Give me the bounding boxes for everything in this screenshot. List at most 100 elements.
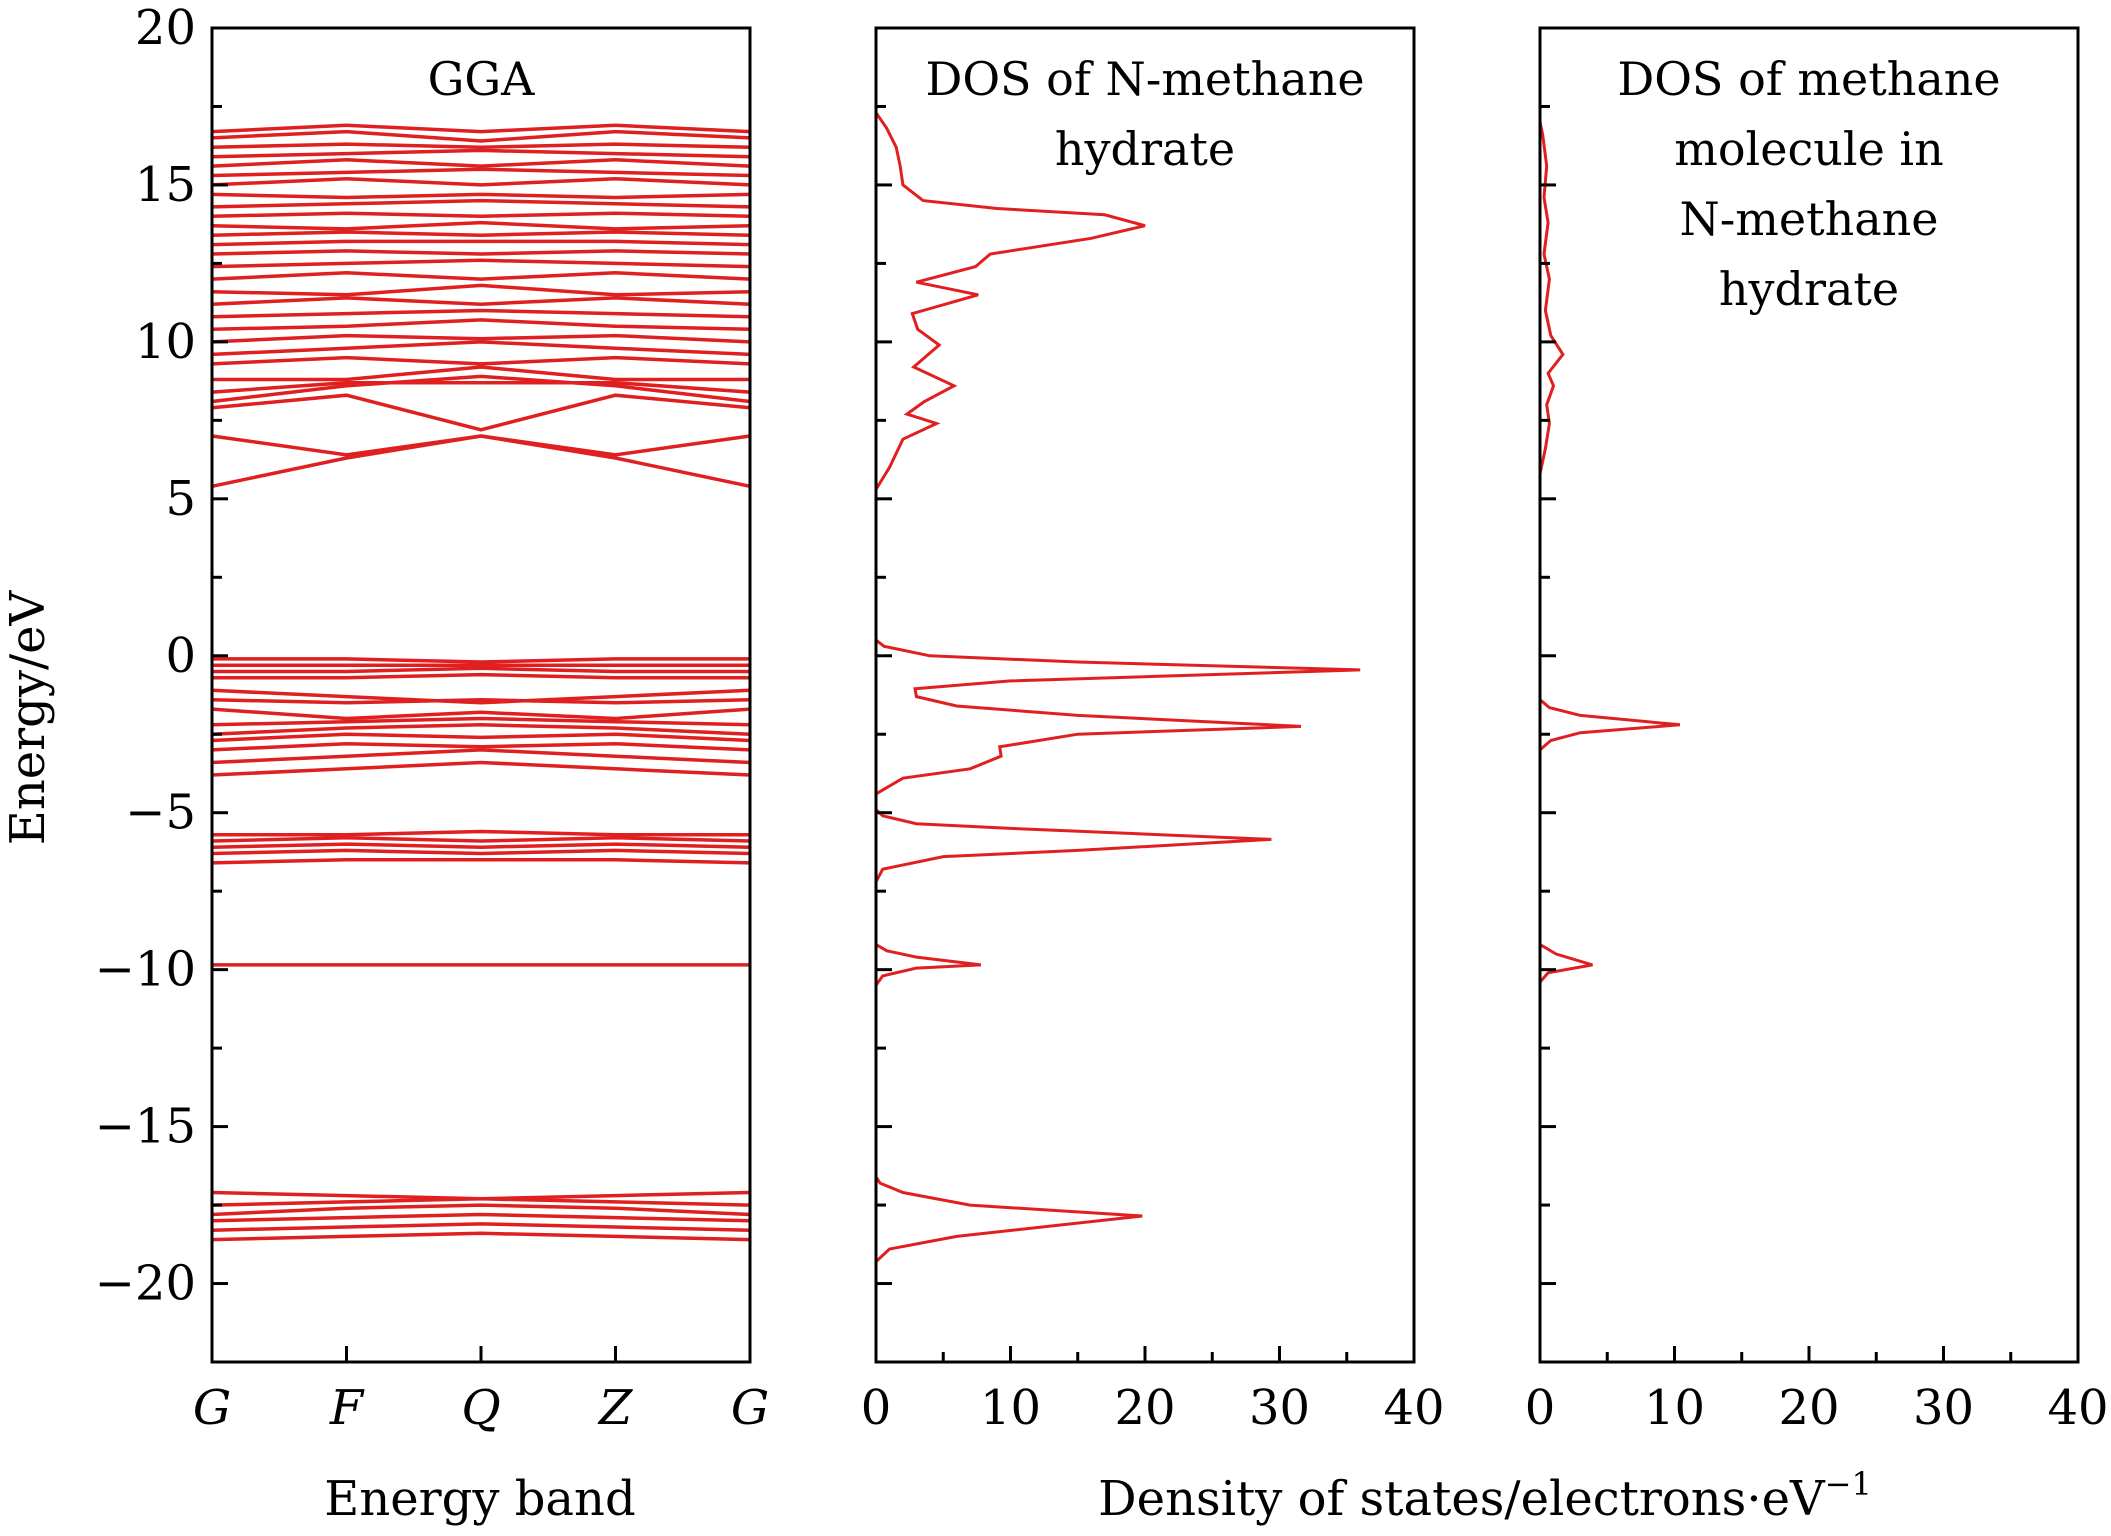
band-line: [211, 732, 751, 743]
band-line: [211, 1212, 751, 1223]
k-point-label: Z: [597, 1380, 634, 1436]
y-tick-labels: 20 15 10 5 0 −5 −10 −15 −20: [95, 0, 196, 1312]
panel-title-line: hydrate: [1055, 122, 1235, 176]
y-tick-label: 5: [165, 471, 196, 527]
panel-title-line: N-methane: [1679, 192, 1938, 246]
panel-title-line: hydrate: [1719, 262, 1899, 316]
band-line: [211, 271, 751, 281]
band-line: [211, 380, 751, 394]
dos-methane-molecule-title: DOS of methane molecule in N-methane hydrat…: [1617, 52, 2000, 316]
panel-title-line: GGA: [428, 52, 535, 106]
band-line: [211, 697, 751, 705]
band-x-axis-label: Energy band: [324, 1471, 635, 1527]
band-line: [211, 296, 751, 306]
k-point-label: G: [193, 1380, 231, 1436]
band-panel-title: GGA: [428, 52, 535, 106]
band-line: [211, 239, 751, 247]
y-axis-label: Energy/eV: [0, 589, 56, 845]
y-tick-label: −10: [95, 942, 196, 998]
band-line: [211, 220, 751, 231]
k-point-label: F: [329, 1380, 365, 1436]
panel-title-line: DOS of N-methane: [925, 52, 1364, 106]
band-line: [211, 129, 751, 143]
y-tick-label: 15: [135, 157, 196, 213]
band-line: [211, 393, 751, 432]
x-tick-label: 0: [1525, 1380, 1556, 1436]
band-structure-panel: G F Q Z G GGA: [193, 26, 769, 1436]
band-line: [211, 340, 751, 357]
band-line: [211, 211, 751, 219]
band-line: [211, 707, 751, 721]
y-tick-label: 10: [135, 314, 196, 370]
band-line: [211, 258, 751, 269]
y-tick-label: −15: [95, 1099, 196, 1155]
band-line: [211, 1222, 751, 1232]
band-line: [211, 158, 751, 168]
dos-methane-molecule-curve: [1538, 121, 1681, 1362]
x-tick-label: 20: [1778, 1380, 1839, 1436]
band-line: [212, 365, 750, 382]
x-tick-label: 10: [1644, 1380, 1705, 1436]
k-point-label: G: [731, 1380, 769, 1436]
band-line: [211, 308, 751, 319]
band-line: [211, 848, 751, 856]
band-line: [211, 249, 751, 256]
dos-n-methane-hydrate-ticks: 0 10 20 30 40: [861, 26, 1445, 1436]
band-line: [211, 333, 751, 344]
y-tick-label: −20: [95, 1256, 196, 1312]
x-tick-label: 30: [1249, 1380, 1310, 1436]
band-line: [211, 748, 751, 765]
band-line: [212, 829, 750, 837]
band-line: [211, 723, 751, 736]
dos-methane-molecule-panel: 0 10 20 30 40 DOS of methane molecule in N-met…: [1525, 26, 2109, 1436]
band-line: [211, 434, 751, 457]
band-panel-frame: [210, 26, 752, 1364]
y-tick-label: 20: [135, 0, 196, 56]
dos-x-axis-label-superscript: −1: [1825, 1465, 1872, 1503]
band-lines: [211, 123, 751, 1242]
band-line: [211, 142, 751, 150]
x-tick-label: 40: [1383, 1380, 1444, 1436]
y-tick-label: −5: [125, 785, 196, 841]
band-line: [211, 842, 751, 849]
panel-title-line: molecule in: [1674, 122, 1944, 176]
band-line: [211, 230, 751, 237]
dos-n-methane-hydrate-title: DOS of N-methane hydrate: [925, 52, 1364, 176]
dos-x-axis-label-main: Density of states/electrons·eV: [1098, 1471, 1826, 1527]
y-tick-label: 0: [165, 628, 196, 684]
dos-n-methane-hydrate-curve: [874, 111, 1361, 1362]
band-line: [211, 283, 751, 297]
dos-x-axis-label: Density of states/electrons·eV−1: [1098, 1465, 1872, 1527]
panel-title-line: DOS of methane: [1617, 52, 2000, 106]
band-line: [211, 858, 751, 865]
band-line: [211, 374, 751, 404]
band-line: [212, 666, 750, 674]
k-point-label: Q: [461, 1380, 500, 1436]
band-line: [211, 176, 751, 187]
x-tick-label: 10: [980, 1380, 1041, 1436]
band-line: [211, 716, 751, 727]
band-line: [211, 760, 751, 777]
dos-methane-molecule-frame: [1538, 26, 2080, 1364]
band-line: [211, 148, 751, 159]
band-line: [211, 1190, 751, 1201]
dos-n-methane-hydrate-frame: [874, 26, 1416, 1364]
x-tick-label: 20: [1114, 1380, 1175, 1436]
band-line: [212, 657, 750, 664]
band-line: [211, 688, 751, 705]
band-line: [211, 318, 751, 332]
x-tick-label: 0: [861, 1380, 892, 1436]
dos-n-methane-hydrate-panel: 0 10 20 30 40 DOS of N-methane hydrate: [861, 26, 1445, 1436]
band-line: [211, 1231, 751, 1242]
dos-methane-molecule-ticks: 0 10 20 30 40: [1525, 26, 2109, 1436]
band-line: [211, 123, 751, 134]
band-line: [211, 434, 751, 489]
band-line: [211, 836, 751, 843]
band-line: [211, 198, 751, 209]
band-line: [211, 741, 751, 752]
band-line: [211, 1203, 751, 1217]
x-tick-label: 40: [2047, 1380, 2108, 1436]
band-line: [212, 672, 750, 680]
